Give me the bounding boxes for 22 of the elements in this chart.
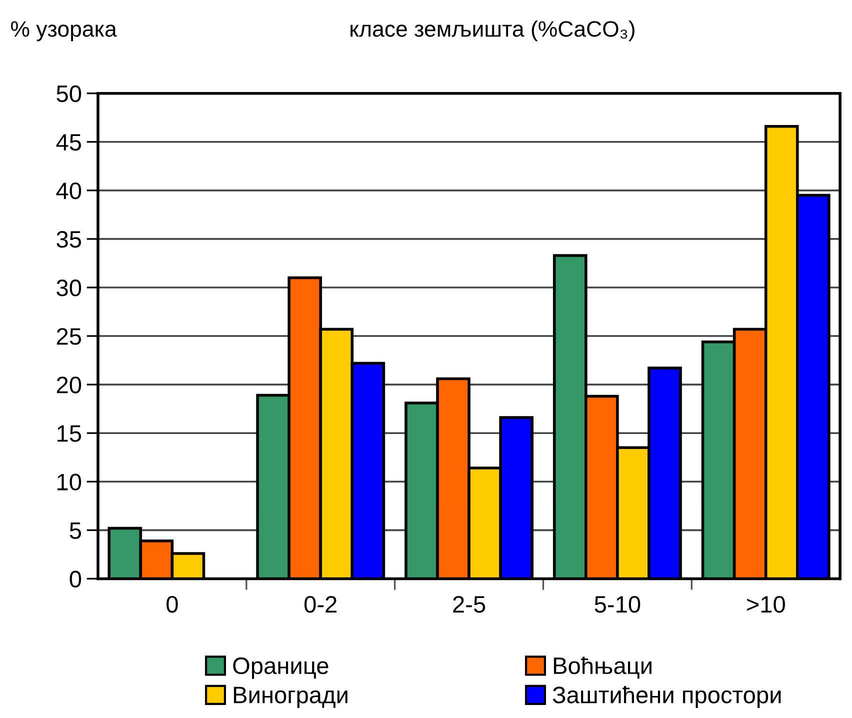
x-tick-label: 2-5 bbox=[453, 596, 486, 613]
y-tick-label: 40 bbox=[56, 182, 82, 200]
y-tick-label: 10 bbox=[58, 474, 82, 490]
x-tick-label: 0 bbox=[166, 596, 178, 613]
y-tick-label: 50 bbox=[56, 85, 82, 102]
y-tick-label: 20 bbox=[56, 376, 82, 394]
y-tick-label: 30 bbox=[56, 280, 82, 296]
legend-label: Виногради bbox=[234, 686, 348, 708]
y-tick-label: 5 bbox=[70, 522, 82, 539]
y-tick-label: 25 bbox=[56, 328, 82, 345]
y-axis-title: % узорака bbox=[11, 21, 117, 42]
chart-title: класе земљишта (%CaCO₃) bbox=[350, 20, 634, 42]
legend-label: Заштићени простори bbox=[552, 686, 781, 708]
legend-label: Оранице bbox=[233, 657, 328, 679]
legend-label: Воћњаци bbox=[554, 656, 652, 679]
x-tick-label: 0-2 bbox=[304, 596, 336, 613]
y-tick-label: 15 bbox=[58, 425, 82, 442]
x-tick-label: 5-10 bbox=[594, 596, 640, 613]
y-tick-label: 0 bbox=[70, 570, 82, 588]
y-tick-label: 35 bbox=[56, 231, 82, 248]
y-tick-label: 45 bbox=[56, 134, 82, 151]
x-tick-label: >10 bbox=[747, 596, 785, 613]
